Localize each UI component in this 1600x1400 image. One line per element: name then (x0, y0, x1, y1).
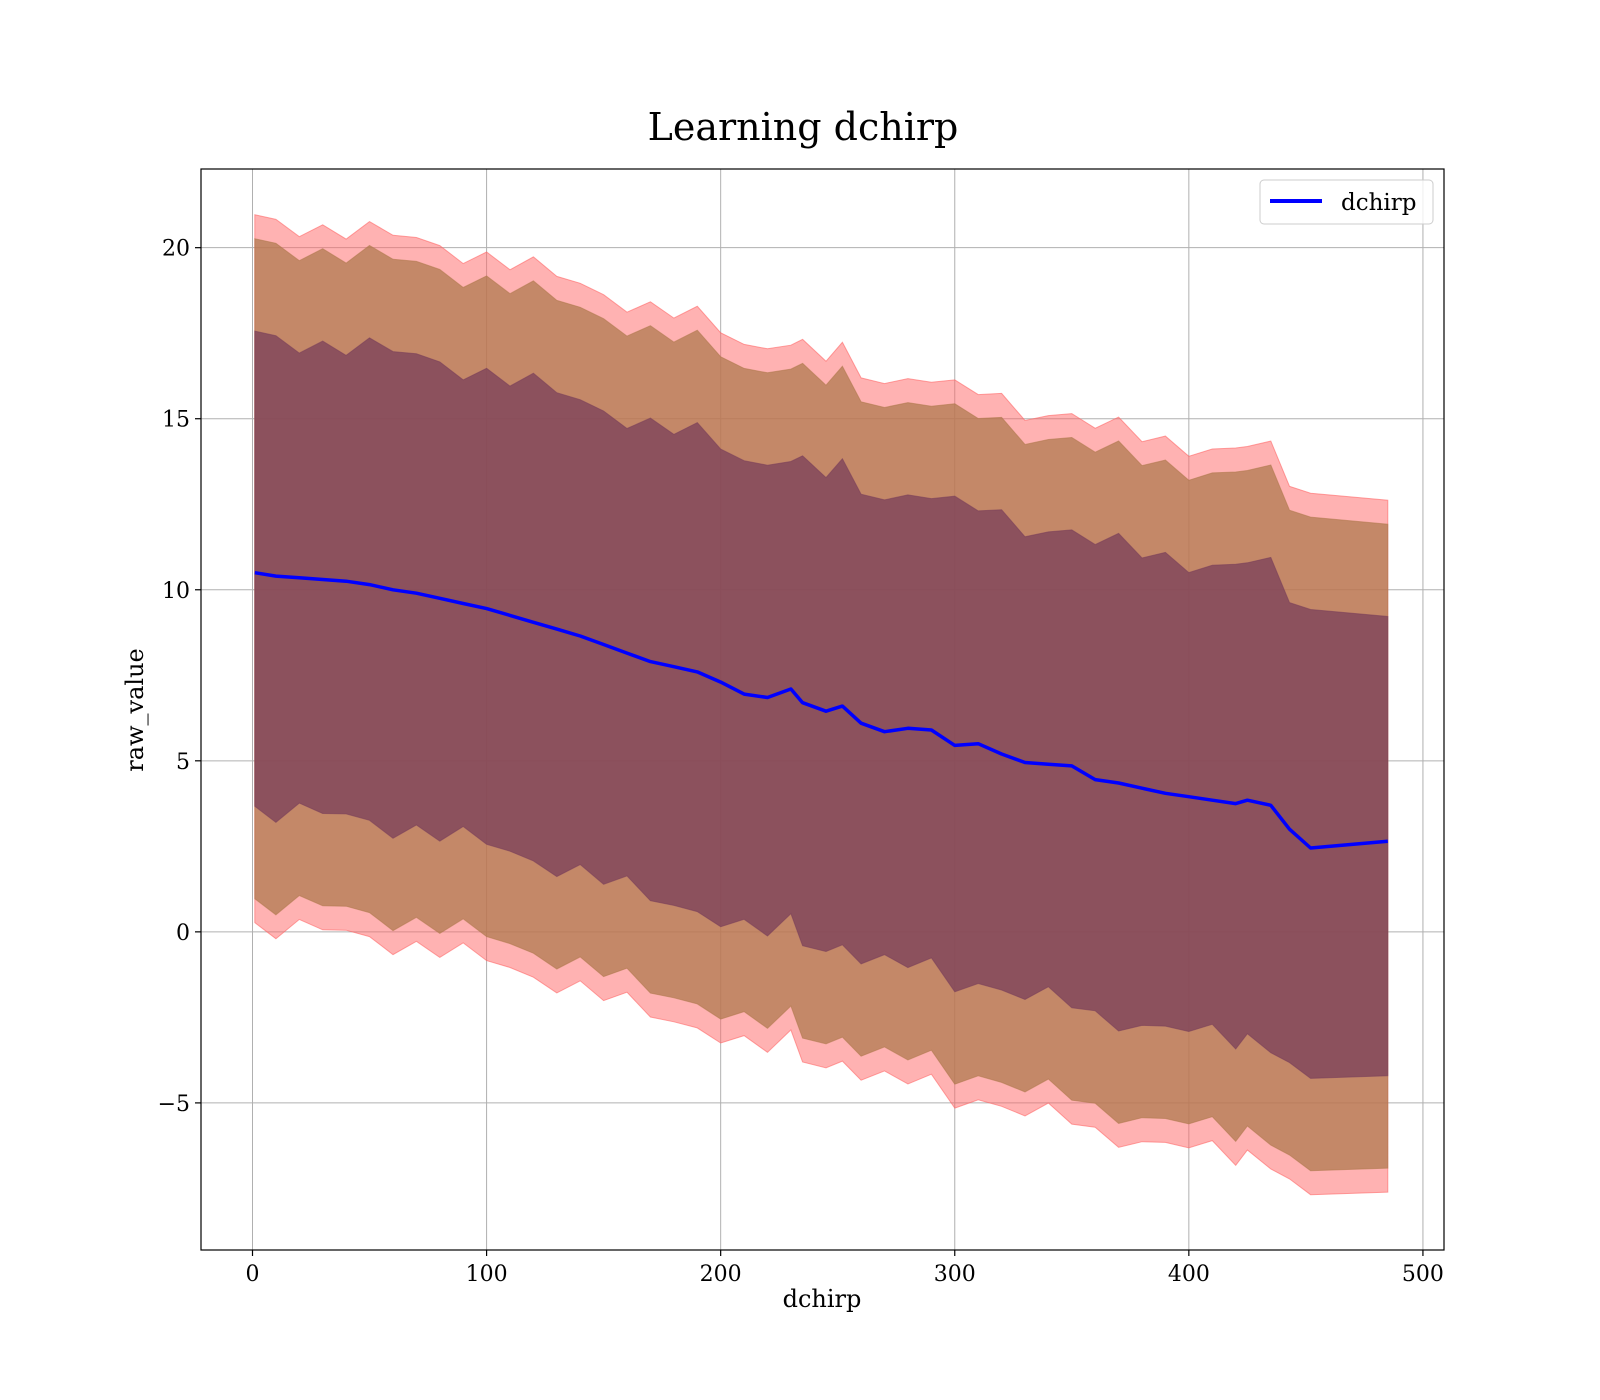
bands (254, 214, 1389, 1196)
x-tick-label: 300 (934, 1262, 976, 1287)
y-ticks: −5 0 5 10 15 20 (158, 237, 201, 1117)
x-tick-label: 500 (1402, 1262, 1444, 1287)
series-line-dchirp (254, 570, 1388, 850)
y-tick-label: 10 (162, 579, 190, 604)
legend: dchirp (1259, 179, 1434, 225)
y-tick-label: 0 (176, 921, 190, 946)
x-tick-label: 100 (466, 1262, 508, 1287)
x-ticks: 0 100 200 300 400 500 (245, 1250, 1444, 1287)
chart-title: Learning dchirp (648, 105, 959, 149)
legend-box (1259, 179, 1434, 225)
y-tick-label: −5 (158, 1092, 190, 1117)
y-tick-label: 5 (176, 750, 190, 775)
x-axis-label: dchirp (783, 1285, 862, 1313)
series-lines (254, 570, 1388, 850)
x-tick-label: 200 (700, 1262, 742, 1287)
plot-frame (200, 168, 1445, 1251)
y-tick-label: 20 (162, 237, 190, 262)
x-tick-label: 0 (245, 1262, 259, 1287)
y-tick-label: 15 (162, 408, 190, 433)
y-axis-label: raw_value (121, 648, 149, 772)
band-inner (254, 330, 1389, 1079)
x-tick-label: 400 (1168, 1262, 1210, 1287)
legend-label-dchirp: dchirp (1341, 190, 1417, 216)
